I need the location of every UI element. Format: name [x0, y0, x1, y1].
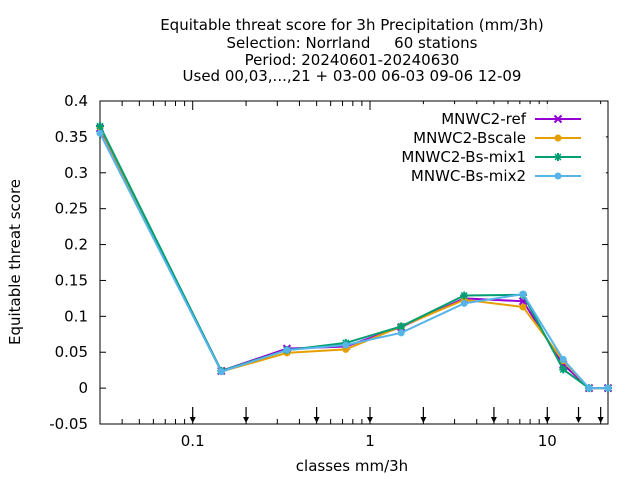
- y-tick-label: 0.4: [64, 92, 88, 110]
- data-point: [217, 368, 225, 376]
- threshold-arrow: [189, 407, 196, 423]
- marker-stroke: [559, 365, 567, 373]
- threshold-arrow-head: [575, 417, 582, 423]
- marker-stroke: [460, 291, 468, 300]
- y-tick-label: 0.05: [55, 343, 88, 361]
- legend-swatch-marker: [553, 114, 563, 124]
- threshold-arrow-head: [420, 417, 427, 423]
- marker-stroke: [554, 153, 562, 161]
- x-tick-label: 10: [538, 432, 557, 450]
- threshold-arrow: [243, 407, 250, 423]
- data-point: [96, 122, 104, 131]
- x-tick-label: 0.1: [181, 432, 205, 450]
- data-point: [559, 365, 568, 374]
- y-tick-label: 0: [78, 379, 88, 397]
- title-line-1: Equitable threat score for 3h Precipitat…: [160, 16, 544, 34]
- legend-swatch-marker: [554, 172, 562, 180]
- data-point: [460, 291, 469, 300]
- series-line: [99, 132, 608, 390]
- legend-label: MNWC2-ref: [441, 110, 526, 128]
- legend-label: MNWC-Bs-mix2: [411, 167, 526, 185]
- legend-background: [384, 104, 606, 176]
- chart-title: Equitable threat score for 3h Precipitat…: [160, 16, 544, 85]
- series-4: [96, 129, 612, 392]
- threshold-arrow-head: [490, 417, 497, 423]
- threshold-arrow-head: [597, 417, 604, 423]
- series-lines: [95, 122, 613, 393]
- y-tick-label: 0.15: [55, 271, 88, 289]
- data-point: [559, 355, 567, 363]
- title-line-2: Selection: Norrland 60 stations: [227, 34, 478, 52]
- x-axis: 0.1 1 10: [99, 101, 602, 450]
- title-line-3: Period: 20240601-20240630: [245, 51, 460, 69]
- threshold-arrow: [490, 407, 497, 423]
- y-tick-label: 0.35: [55, 128, 88, 146]
- legend-label: MNWC2-Bscale: [413, 129, 526, 147]
- legend-swatch-marker: [554, 134, 562, 142]
- class-threshold-arrows: [189, 407, 604, 423]
- threshold-arrow-head: [366, 417, 373, 423]
- x-axis-label: classes mm/3h: [296, 457, 408, 475]
- y-tick-label: 0.3: [64, 164, 88, 182]
- threshold-arrow: [544, 407, 551, 423]
- marker-stroke: [96, 122, 104, 130]
- data-point: [283, 346, 291, 354]
- y-axis: -0.05 0 0.05 0.1 0.15 0.2 0.25 0.3 0.35 0.4: [49, 92, 608, 433]
- legend-label: MNWC2-Bs-mix1: [401, 148, 526, 166]
- threshold-arrow: [420, 407, 427, 423]
- title-line-4: Used 00,03,...,21 + 03-00 06-03 09-06 12…: [183, 67, 522, 85]
- threshold-arrow: [366, 407, 373, 423]
- data-point: [519, 303, 527, 311]
- threshold-arrow: [597, 407, 604, 423]
- threshold-arrow-head: [313, 417, 320, 423]
- marker-stroke: [397, 322, 405, 330]
- x-tick-label: 1: [365, 432, 375, 450]
- data-point: [342, 341, 350, 349]
- y-axis-label: Equitable threat score: [6, 179, 24, 345]
- plot-frame: [99, 100, 609, 425]
- data-point: [460, 299, 468, 307]
- threshold-arrow-head: [544, 417, 551, 423]
- threshold-arrow-head: [189, 417, 196, 423]
- legend-swatch-marker: [554, 153, 562, 161]
- legend: MNWC2-refMNWC2-BscaleMNWC2-Bs-mix1MNWC-B…: [384, 104, 606, 185]
- threshold-arrow: [575, 407, 582, 423]
- data-point: [519, 290, 527, 298]
- data-point: [604, 384, 612, 392]
- data-point: [397, 329, 405, 337]
- y-tick-label: -0.05: [49, 415, 88, 433]
- y-tick-label: 0.2: [64, 236, 88, 254]
- y-tick-label: 0.25: [55, 200, 88, 218]
- data-point: [96, 129, 104, 137]
- data-point: [397, 322, 406, 331]
- y-tick-label: 0.1: [64, 307, 88, 325]
- threshold-arrow-head: [243, 417, 250, 423]
- data-point: [585, 384, 593, 392]
- threshold-arrow: [313, 407, 320, 423]
